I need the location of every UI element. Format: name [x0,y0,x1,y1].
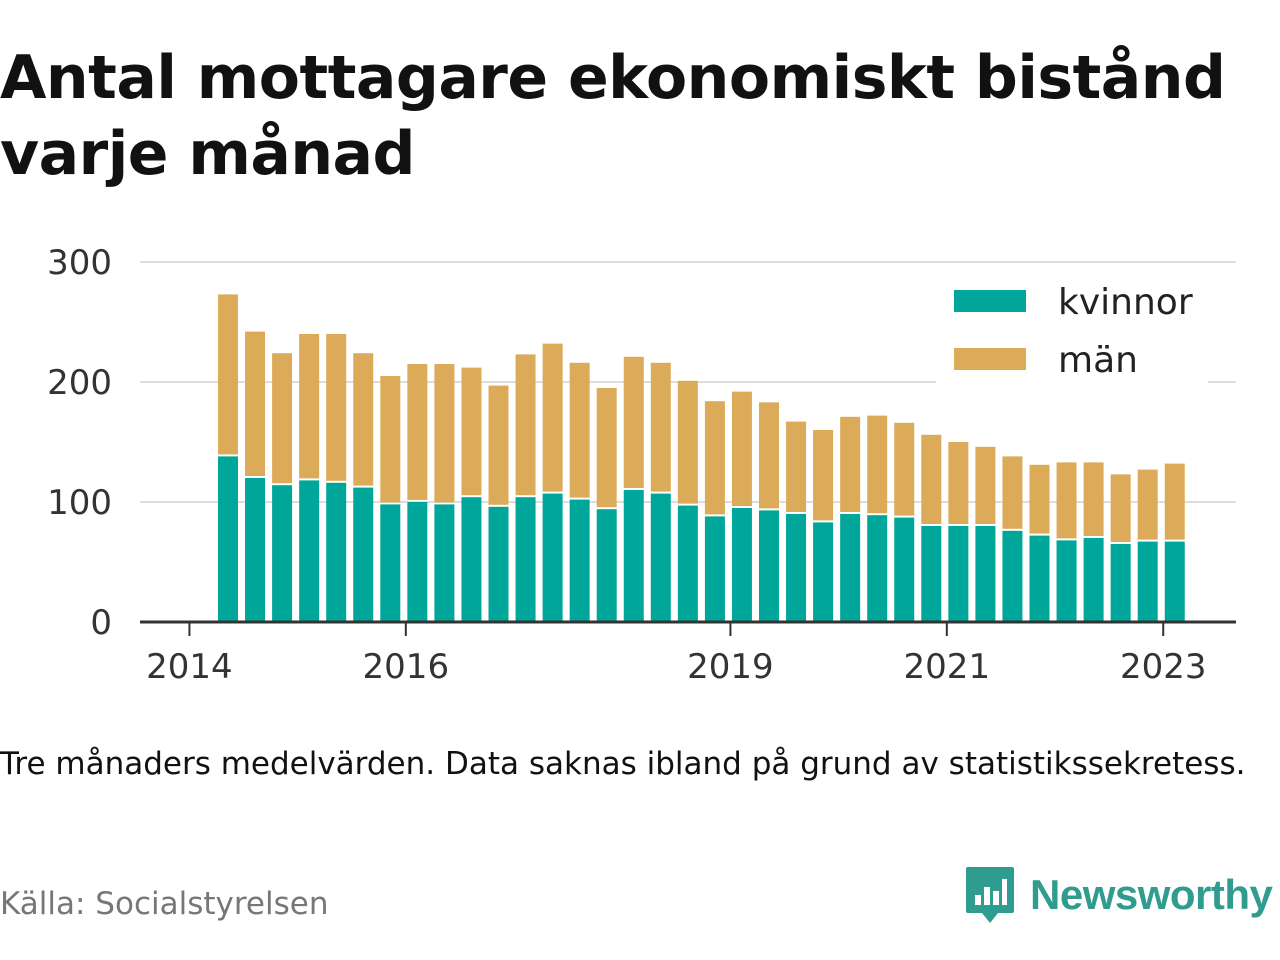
bar-man [731,391,752,506]
legend-swatch [954,348,1026,370]
x-tick-label: 2023 [1120,647,1207,687]
bar-man [894,422,915,516]
bar-man [515,354,536,496]
newsworthy-logo-icon [966,867,1014,923]
bar-kvinnor [948,526,969,622]
bar-kvinnor [218,456,238,622]
bar-man [272,353,293,484]
bar-man [245,331,266,476]
chart-title: Antal mottagare ekonomiskt bistånd varje… [0,43,1226,189]
y-tick-label: 300 [47,243,112,283]
bar-kvinnor [759,510,779,622]
bar-man [623,356,644,488]
bar-man [650,362,671,492]
bar-man [407,364,428,500]
bar-kvinnor [786,514,807,622]
chart-note: Tre månaders medelvärden. Data saknas ib… [0,746,1246,782]
bar-man [353,353,374,486]
bar-man [813,430,834,521]
bar-man [704,401,725,515]
bar-man [867,415,888,514]
x-tick-label: 2021 [904,647,991,687]
bar-man [380,376,401,503]
bar-kvinnor [894,517,915,622]
bars [218,294,1185,622]
bar-kvinnor [623,490,644,622]
bar-man [1137,469,1158,540]
bar-man [1029,464,1050,534]
bar-man [461,367,482,496]
bar-man [1056,462,1077,539]
bar-man [786,421,807,512]
bar-kvinnor [488,506,509,622]
source-text: Källa: Socialstyrelsen [0,886,329,922]
y-tick-label: 0 [90,603,112,643]
x-tick-label: 2014 [146,647,233,687]
bar-man [569,362,590,498]
bar-kvinnor [677,505,698,622]
bar-man [948,442,969,524]
bar-man [921,434,942,524]
bar-chart: 0 100 200 300 2014 2016 2019 2021 2023 kvinnor mä… [47,243,1236,687]
bar-kvinnor [1110,544,1131,622]
bar-man [975,446,996,524]
bar-kvinnor [461,497,482,622]
legend-label: kvinnor [1058,282,1193,323]
brand-logo: Newsworthy [964,864,1273,926]
bar-man [488,385,509,505]
bar-kvinnor [975,526,996,622]
bar-man [677,380,698,504]
bar-kvinnor [272,485,293,622]
bar-man [1110,474,1131,542]
bar-man [759,402,779,509]
bar-man [596,388,617,508]
bar-kvinnor [813,522,834,622]
legend: kvinnor män [936,270,1208,388]
x-tick-label: 2016 [363,647,450,687]
bar-kvinnor [867,515,888,622]
bar-man [218,294,238,455]
y-tick-label: 100 [47,483,112,523]
brand-name: Newsworthy [1030,871,1273,918]
bar-man [840,416,861,512]
bar-kvinnor [1029,535,1050,622]
bar-kvinnor [380,504,401,622]
x-tick-label: 2019 [687,647,774,687]
legend-swatch [954,290,1026,312]
bar-kvinnor [1056,540,1077,622]
bar-kvinnor [1002,530,1023,622]
bar-man [1002,456,1023,529]
bar-kvinnor [569,499,590,622]
y-tick-label: 200 [47,363,112,403]
bar-kvinnor [542,493,563,622]
bar-kvinnor [840,514,861,622]
bar-kvinnor [299,480,320,622]
axes: 0 100 200 300 2014 2016 2019 2021 2023 [47,243,1236,687]
bar-man [299,334,320,479]
bar-kvinnor [1137,541,1158,622]
legend-label: män [1058,340,1138,381]
bar-kvinnor [731,508,752,622]
bar-kvinnor [1164,541,1185,622]
bar-kvinnor [434,504,455,622]
bar-man [434,364,455,503]
bar-kvinnor [245,478,266,622]
bar-man [326,334,347,481]
bar-kvinnor [596,509,617,622]
bar-kvinnor [326,482,347,622]
bar-kvinnor [353,487,374,622]
bar-man [542,343,563,492]
bar-kvinnor [650,493,671,622]
bar-kvinnor [515,497,536,622]
bar-kvinnor [921,526,942,622]
bar-kvinnor [1083,538,1104,622]
bar-kvinnor [704,516,725,622]
bar-man [1083,462,1104,536]
bar-kvinnor [407,502,428,622]
bar-man [1164,463,1185,540]
